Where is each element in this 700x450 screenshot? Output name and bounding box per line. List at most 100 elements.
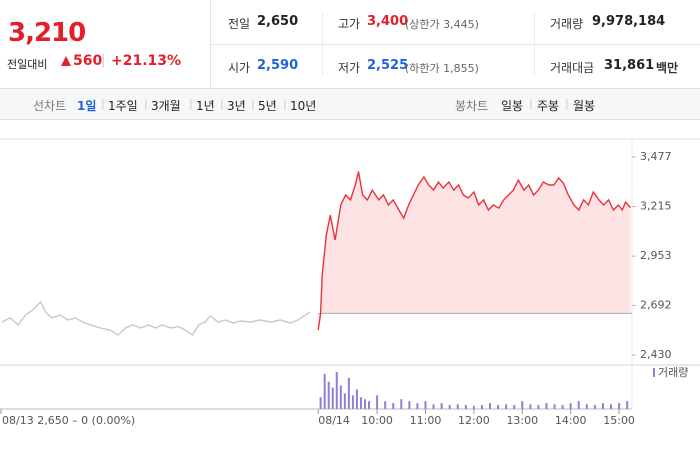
cell-value: 3,400	[367, 14, 409, 29]
volume-bar	[416, 403, 419, 409]
volume-bar	[497, 405, 500, 409]
period-tab[interactable]: 10년	[290, 99, 317, 113]
volume-bar	[384, 401, 387, 409]
volume-bar	[331, 387, 334, 409]
y-tick-label: 3,215	[640, 200, 672, 213]
cell-label: 고가	[338, 17, 361, 31]
cell-value: 31,861	[604, 58, 655, 73]
volume-bar	[593, 405, 596, 409]
divider: |	[189, 97, 193, 110]
candle-tab[interactable]: 월봉	[573, 99, 596, 113]
x-tick-label: 08/14	[318, 414, 350, 427]
divider: |	[144, 97, 148, 110]
period-tab[interactable]: 3개월	[151, 99, 181, 113]
y-tick-label: 3,477	[640, 150, 672, 163]
volume-bar	[537, 405, 540, 409]
volume-bar	[363, 399, 366, 409]
volume-bar	[626, 401, 629, 409]
period-tab[interactable]: 1년	[196, 99, 215, 113]
candle-tab[interactable]: 일봉	[501, 99, 524, 113]
cell-value: 2,590	[257, 58, 299, 73]
volume-bar	[400, 399, 403, 409]
volume-bar	[376, 395, 379, 409]
cell-label: 전일	[228, 17, 251, 31]
period-tab[interactable]: 3년	[227, 99, 246, 113]
x-tick-label: 12:00	[458, 414, 490, 427]
period-tab[interactable]: 5년	[258, 99, 277, 113]
period-tab[interactable]: 1주일	[108, 99, 138, 113]
volume-bar	[327, 381, 330, 409]
volume-bar	[561, 405, 564, 409]
up-arrow	[61, 56, 71, 66]
cell-label: 거래대금	[550, 61, 595, 75]
volume-bar	[351, 395, 354, 409]
cell-label: 시가	[228, 61, 251, 75]
volume-bar	[343, 393, 346, 409]
col-line	[322, 12, 323, 76]
volume-bar	[521, 401, 524, 409]
period-tabs: 선차트 1일 1주일 | 3개월 | 1년 | 3년 | 5년 | 10년 | 봉차트 일봉 주봉 | 월봉 |	[0, 88, 700, 120]
divider: |	[283, 97, 287, 110]
volume-bar	[392, 403, 395, 409]
price-line	[317, 171, 631, 331]
current-price: 3,210	[8, 18, 86, 48]
volume-bar	[610, 404, 613, 409]
x-annotation: 08/13 2,650 – 0 (0.00%)	[2, 414, 135, 427]
divider: |	[251, 97, 255, 110]
volume-bar	[489, 403, 492, 409]
volume-bar	[319, 397, 322, 409]
volume-bar	[440, 403, 443, 409]
volume-bar	[448, 405, 451, 409]
period-tab[interactable]: 1일	[77, 99, 97, 113]
cell-value: 2,525	[367, 58, 409, 73]
volume-bar	[323, 373, 326, 409]
row-line	[210, 44, 700, 45]
tab-group-label: 선차트	[33, 99, 67, 113]
change-value: 560	[73, 53, 103, 69]
cell-unit: 백만	[656, 61, 679, 75]
volume-bar	[577, 401, 580, 409]
y-tick-label: 2,430	[640, 348, 672, 361]
legend-label: 거래량	[658, 366, 688, 379]
volume-bar	[335, 371, 338, 409]
area-fill	[318, 171, 631, 330]
y-tick-label: 2,692	[640, 298, 672, 311]
price-line	[1, 300, 311, 336]
change-label: 전일대비	[7, 58, 48, 71]
divider: |	[101, 53, 106, 68]
volume-bar	[472, 405, 475, 409]
divider: |	[220, 97, 224, 110]
divider: |	[101, 97, 105, 110]
volume-bar	[432, 404, 435, 409]
volume-bar	[339, 385, 342, 409]
x-tick-label: 10:00	[361, 414, 393, 427]
volume-bar	[529, 404, 532, 409]
volume-bar	[456, 404, 459, 409]
cell-value: 9,978,184	[592, 14, 666, 29]
cell-label: 저가	[338, 61, 361, 75]
x-tick-label: 13:00	[506, 414, 538, 427]
cell-value: 2,650	[257, 14, 299, 29]
candle-tab[interactable]: 주봉	[537, 99, 560, 113]
volume-bar	[618, 403, 621, 409]
legend-swatch	[653, 368, 655, 377]
cell-note: (상한가 3,445)	[405, 18, 479, 31]
quote-header: 3,210 전일대비 560 | +21.13% 전일 2,650 고가 3,4…	[0, 0, 700, 88]
volume-bar	[355, 389, 358, 409]
x-tick-label: 15:00	[603, 414, 635, 427]
volume-bar	[464, 405, 467, 409]
volume-bar	[545, 403, 548, 409]
volume-bar	[424, 401, 427, 409]
cell-label: 거래량	[550, 17, 584, 31]
volume-bar	[480, 405, 483, 409]
cell-note: (하한가 1,855)	[405, 62, 479, 75]
price-panel: 3,210 전일대비 560 | +21.13%	[0, 0, 211, 88]
change-pct: +21.13%	[111, 53, 182, 69]
volume-bar	[368, 401, 371, 409]
volume-bar	[347, 377, 350, 409]
divider: |	[565, 97, 569, 110]
tab-group-label: 봉차트	[455, 99, 489, 113]
volume-bar	[359, 397, 362, 409]
volume-bar	[553, 404, 556, 409]
volume-bar	[505, 404, 508, 409]
